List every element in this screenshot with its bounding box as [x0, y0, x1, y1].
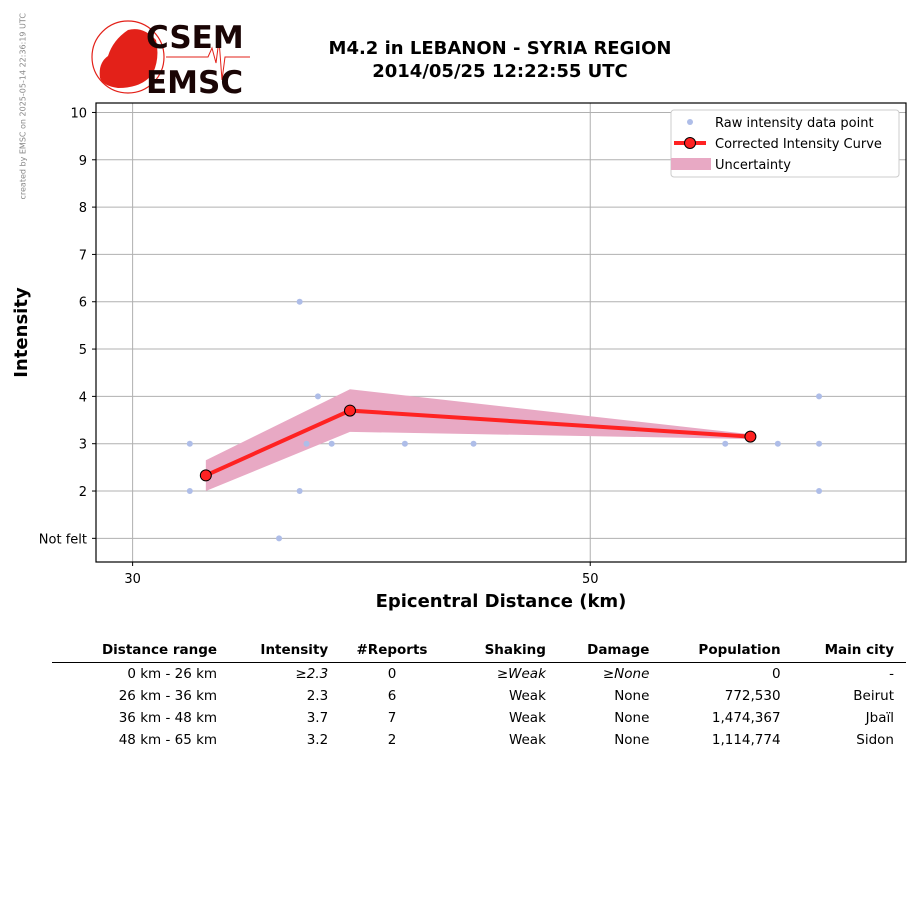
- table-cell: Weak: [508, 688, 546, 704]
- intensity-table: Distance range Intensity #Reports Shaking Da…: [52, 640, 906, 751]
- raw-data-point: [470, 440, 477, 447]
- raw-data-point: [774, 440, 781, 447]
- table-cell: 1,114,774: [711, 732, 781, 748]
- raw-data-point: [816, 440, 823, 447]
- raw-data-point: [296, 298, 303, 305]
- legend-box: [670, 109, 900, 178]
- chart-title-line1: M4.2 in LEBANON - SYRIA REGION: [328, 38, 672, 59]
- y-tick-label: 4: [79, 390, 87, 405]
- y-tick-label: 9: [79, 154, 87, 169]
- raw-data-point: [303, 440, 310, 447]
- table-cell: 3.2: [306, 732, 329, 748]
- x-axis-label: Epicentral Distance (km): [376, 591, 627, 612]
- table-row: 36 km - 48 km 3.7 7 Weak None 1,474,367 Jbaïl: [52, 707, 906, 729]
- x-tick-label: 30: [124, 572, 141, 587]
- column-header: Distance range: [52, 640, 230, 663]
- corrected-curve-point: [744, 430, 757, 443]
- svg-text:CSEM: CSEM: [146, 20, 244, 56]
- corrected-curve-point: [199, 469, 212, 482]
- table-cell: 0: [771, 666, 781, 682]
- table-cell: 7: [387, 710, 397, 726]
- raw-data-point: [816, 488, 823, 495]
- y-tick-label: Not felt: [39, 532, 87, 547]
- raw-data-point: [186, 488, 193, 495]
- legend-uncertainty-swatch: [671, 158, 711, 170]
- table-cell: None: [614, 710, 650, 726]
- table-cell: Sidon: [856, 732, 894, 748]
- intensity-chart: Not felt 2 3 4 5 6 7 8 9 10 30 50 Epicentral Distanc…: [11, 102, 907, 612]
- raw-data-point: [722, 440, 729, 447]
- raw-data-point: [328, 440, 335, 447]
- legend-curve-marker: [684, 137, 696, 149]
- svg-text:EMSC: EMSC: [146, 65, 243, 100]
- raw-data-point: [276, 535, 283, 542]
- table-cell: ≥None: [602, 666, 650, 682]
- table-cell: 26 km - 36 km: [118, 688, 218, 704]
- table-cell: 3.7: [306, 710, 329, 726]
- column-header: Main city: [792, 640, 906, 663]
- table-cell: Weak: [508, 732, 546, 748]
- raw-data-point: [296, 488, 303, 495]
- table-cell: Jbaïl: [865, 710, 894, 726]
- y-tick-label: 5: [79, 343, 87, 358]
- column-header: Shaking: [455, 640, 558, 663]
- table-cell: 2: [387, 732, 397, 748]
- table-cell: None: [614, 688, 650, 704]
- table-cell: -: [889, 666, 894, 682]
- chart-title-line2: 2014/05/25 12:22:55 UTC: [372, 61, 628, 82]
- y-axis-label: Intensity: [11, 287, 32, 378]
- table-cell: 2.3: [306, 688, 329, 704]
- table-cell: Beirut: [853, 688, 894, 704]
- raw-data-point: [401, 440, 408, 447]
- table-row: 26 km - 36 km 2.3 6 Weak None 772,530 Beirut: [52, 685, 906, 707]
- table-cell: 36 km - 48 km: [118, 710, 218, 726]
- raw-data-point: [186, 440, 193, 447]
- table-row: 48 km - 65 km 3.2 2 Weak None 1,114,774 Sidon: [52, 729, 906, 751]
- plot-frame: [95, 102, 907, 563]
- table-row: 0 km - 26 km ≥2.3 0 ≥Weak ≥None 0 -: [52, 663, 906, 686]
- emsc-logo: CSEM EMSC: [91, 20, 250, 100]
- y-tick-label: 8: [79, 201, 87, 216]
- y-tick-label: 10: [70, 106, 87, 121]
- y-tick-label: 7: [79, 248, 87, 263]
- table-cell: 772,530: [724, 688, 781, 704]
- table-cell: ≥Weak: [496, 666, 546, 682]
- x-tick-label: 50: [582, 572, 599, 587]
- y-tick-label: 3: [79, 438, 87, 453]
- column-header: Damage: [557, 640, 662, 663]
- raw-data-point: [314, 393, 321, 400]
- table-cell: 0: [387, 666, 397, 682]
- legend-label: Corrected Intensity Curve: [715, 137, 882, 152]
- column-header: Intensity: [229, 640, 341, 663]
- legend-label: Uncertainty: [715, 158, 791, 173]
- legend-raw-marker: [687, 119, 693, 125]
- raw-data-point: [816, 393, 823, 400]
- table-cell: 6: [387, 688, 397, 704]
- legend-label: Raw intensity data point: [715, 116, 874, 131]
- table-cell: 0 km - 26 km: [127, 666, 218, 682]
- y-tick-label: 6: [79, 296, 87, 311]
- column-header: #Reports: [340, 640, 456, 663]
- corrected-curve-point: [343, 404, 356, 417]
- table-cell: 1,474,367: [711, 710, 781, 726]
- y-tick-label: 2: [79, 485, 87, 500]
- table-cell: 48 km - 65 km: [118, 732, 218, 748]
- table-cell: ≥2.3: [295, 666, 329, 682]
- column-header: Population: [661, 640, 793, 663]
- table-cell: Weak: [508, 710, 546, 726]
- table-cell: None: [614, 732, 650, 748]
